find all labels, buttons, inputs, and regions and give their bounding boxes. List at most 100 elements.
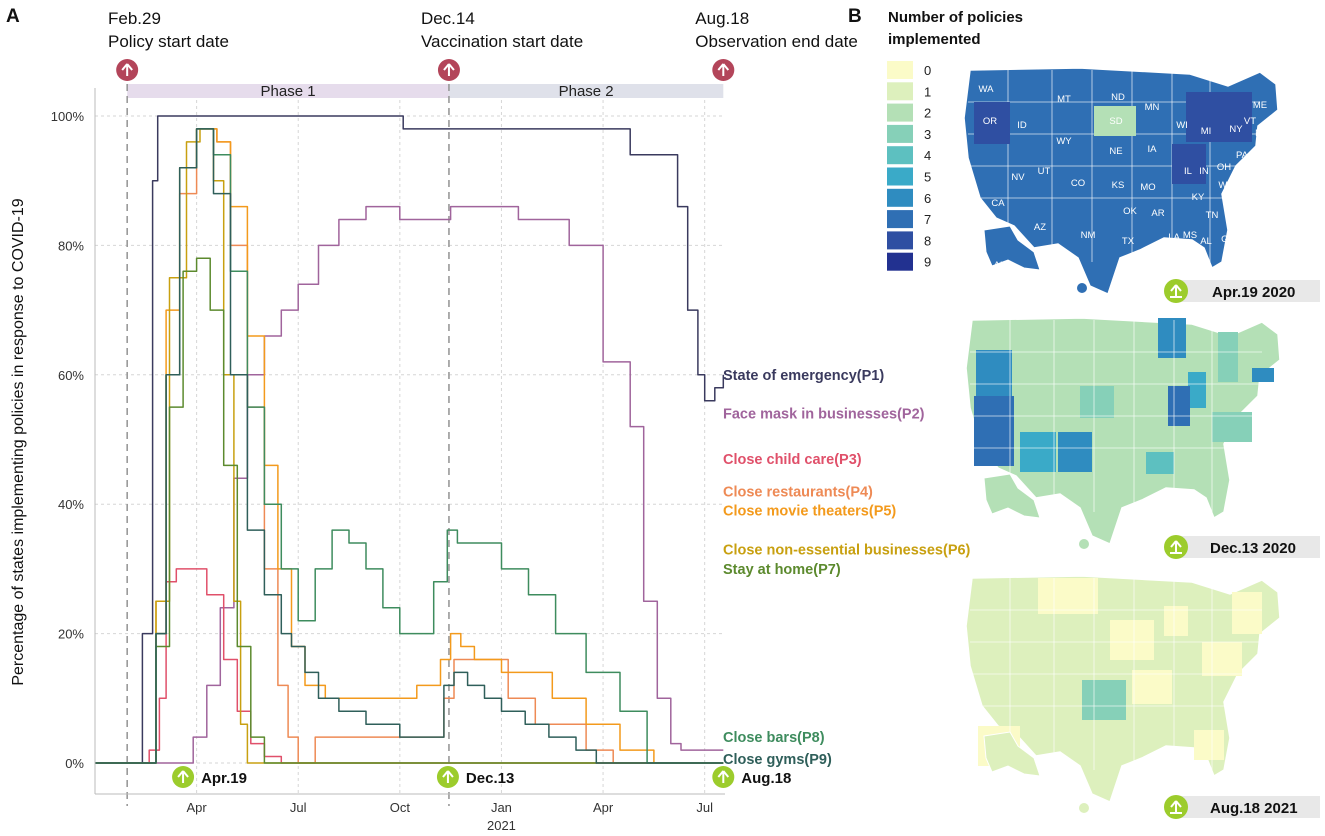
x-tick-label: Apr [593,800,614,815]
event-label: Vaccination start date [421,32,583,51]
series-line-close-restaurants-p4- [95,128,724,764]
legend-title-line-2: implemented [888,31,981,48]
phase-bands: Phase 1 Phase 2 [127,83,724,100]
state-abbreviation: WY [1056,136,1072,147]
state-abbreviation: IL [1184,166,1192,177]
state-abbreviation: OH [1217,162,1231,173]
hawaii-shape [1077,283,1087,293]
phase-label: Phase 1 [261,83,316,100]
state-abbreviation: CA [991,198,1005,209]
state-patch [1188,372,1206,408]
arrow-up-icon [717,63,730,76]
state-patch [1194,730,1224,760]
hawaii-shape [1079,803,1089,813]
badge-bg [1180,796,1320,818]
state-abbreviation: MO [1140,182,1155,193]
series-label: Close non-essential businesses(P6) [723,542,971,558]
state-abbreviation: VA [1234,188,1247,199]
series-label: Stay at home(P7) [723,562,841,578]
map-date-badge-3: Aug.18 2021 [1164,795,1320,819]
legend-swatch [887,252,913,271]
map-date-label: Dec.13 2020 [1210,540,1296,557]
legend-swatch [887,188,913,207]
event-label: Policy start date [108,32,229,51]
state-abbreviation: PA [1236,150,1249,161]
legend-title: Number of policies implemented [888,9,1023,48]
map-date-label: Apr.19 2020 [1212,284,1295,301]
date-marker-label: Apr.19 [201,770,247,787]
y-tick-label: 60% [58,368,84,383]
series-label: Face mask in businesses(P2) [723,407,925,423]
state-patch [1202,642,1242,676]
x-ticks: Apr Jul Oct Jan Apr Jul [186,800,713,815]
series-line-stay-at-home-p7- [95,257,724,764]
state-patch [1164,606,1188,636]
panel-b-letter: B [848,6,862,27]
map-date-badge-1: Apr.19 2020 [1164,279,1320,303]
series-label: Close child care(P3) [723,452,862,468]
state-abbreviation: TN [1206,210,1219,221]
arrow-up-icon [442,770,454,783]
x-year-label: 2021 [487,818,516,833]
state-abbreviation: ME [1253,100,1267,111]
legend-swatch [887,210,913,229]
event-date: Aug.18 [695,9,749,28]
state-abbreviation: AZ [1034,222,1046,233]
legend-swatch [887,167,913,186]
state-patch-or [974,102,1010,144]
legend-title-line-1: Number of policies [888,9,1023,26]
state-abbreviation: RI [1259,148,1269,159]
state-boundaries [970,578,1262,770]
state-patch-il [1172,144,1206,184]
legend-swatch [887,124,913,143]
x-tick-label: Oct [390,800,411,815]
state-abbreviation: KS [1112,180,1125,191]
line-chart-policies: Phase 1 Phase 2 Apr Jul Oct Jan Apr Jul 0% 20% 4… [10,9,971,833]
legend-swatch [887,146,913,165]
panel-a-letter: A [6,6,20,27]
legend-value: 8 [924,233,931,248]
state-abbreviation: NV [1011,172,1025,183]
map-date-label: Aug.18 2021 [1210,800,1298,817]
state-abbreviation: WA [979,84,995,95]
series-label: Close movie theaters(P5) [723,504,896,520]
x-tick-label: Jul [290,800,307,815]
y-axis-title: Percentage of states implementing polici… [10,198,27,685]
series-label: State of emergency(P1) [723,368,884,384]
state-abbreviation: GA [1221,234,1235,245]
badge-bg [1180,280,1320,302]
state-abbreviation: LA [1168,232,1180,243]
x-tick-label: Jul [696,800,713,815]
state-patch [1038,578,1098,614]
state-abbreviation: AR [1151,208,1164,219]
series-labels: State of emergency(P1) Face mask in busin… [723,368,971,768]
event-date: Dec.14 [421,9,475,28]
state-patch [1132,670,1172,704]
state-patches [974,318,1274,474]
legend-value: 2 [924,106,931,121]
state-abbreviation: OR [983,116,997,127]
state-abbreviation: ID [1017,120,1027,131]
y-tick-label: 20% [58,627,84,642]
state-abbreviation: IN [1199,166,1209,177]
series-line-state-of-emergency-p1- [95,115,725,764]
legend-value: 7 [924,212,931,227]
phase-label: Phase 2 [559,83,614,100]
state-abbreviation: UT [1038,166,1051,177]
state-abbreviation: IA [1148,144,1158,155]
legend-value: 9 [924,255,931,270]
state-patch [1158,318,1186,358]
state-abbreviation: OK [1123,206,1137,217]
state-patch [974,396,1014,466]
state-abbreviation: MT [1057,94,1071,105]
series-line-close-gyms-p9- [95,128,724,764]
arrow-up-icon [443,63,455,76]
x-tick-label: Apr [186,800,207,815]
bottom-date-markers: Apr.19 Dec.13 Aug.18 [172,766,791,788]
legend-value: 4 [924,148,931,163]
state-abbreviation: CO [1071,178,1085,189]
legend-value: 0 [924,63,931,78]
series-lines [95,115,725,764]
event-label: Observation end date [695,32,858,51]
state-patch-ne [1186,92,1252,142]
